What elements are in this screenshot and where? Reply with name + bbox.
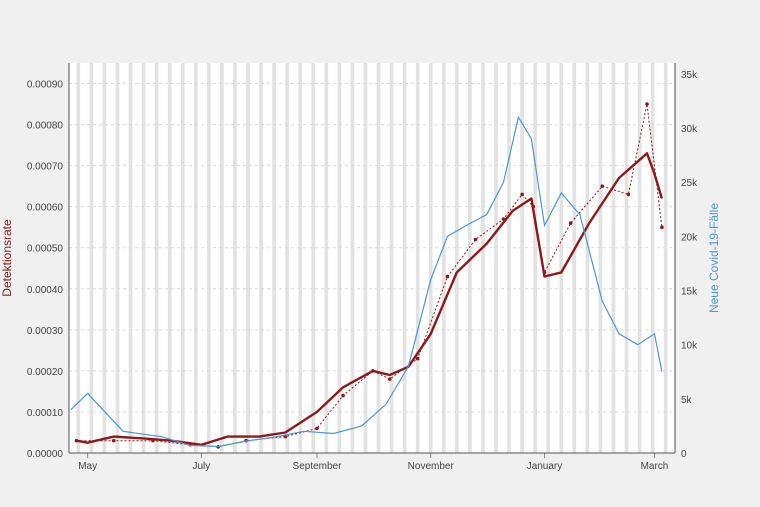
detection-rate-point [341,393,345,398]
weekend-band [637,63,642,453]
weekend-band [585,63,590,453]
y-left-tick-label: 0.00070 [27,162,64,173]
weekend-band [76,63,81,453]
weekend-band [102,63,107,453]
weekend-band [167,63,172,453]
y-right-tick-label: 15k [681,287,698,298]
weekend-band [311,63,316,453]
weekend-band [389,63,394,453]
detection-rate-point [473,237,478,242]
weekend-band [115,63,120,453]
y-left-tick-label: 0.00080 [27,121,64,132]
weekend-band [206,63,211,453]
weekend-band [415,63,420,453]
y-left-tick-label: 0.00030 [27,326,64,337]
weekend-band [533,63,538,453]
y-right-tick-label: 10k [681,341,698,352]
detection-rate-point [111,438,116,443]
weekend-band [441,63,446,453]
weekend-band [454,63,459,453]
y-left-tick-label: 0.00060 [27,203,64,214]
x-tick-label: January [527,461,563,472]
weekend-band [611,63,616,453]
detection-rate-point [568,221,573,225]
detection-rate-point [645,102,649,106]
detection-rate-point [387,377,392,381]
y-left-tick-label: 0.00040 [27,285,64,296]
data-series [70,102,664,449]
weekend-band [481,63,485,453]
weekend-band [180,63,185,453]
weekend-band [363,63,368,453]
x-tick-label: July [192,461,210,472]
weekend-band [141,63,146,453]
weekend-band [128,63,133,453]
weekend-band [559,63,564,453]
weekend-band [428,63,433,453]
y-right-tick-label: 35k [681,70,698,81]
detection-rate-point [660,225,664,230]
x-tick-label: September [293,461,343,472]
weekend-band [468,63,472,453]
weekend-band [298,63,303,453]
detection-rate-point [445,274,450,279]
y-right-tick-label: 30k [681,124,698,135]
axes: 0.00000 0.00010 0.00020 0.00030 0.00040 0.000… [27,63,698,472]
y-right-axis-label: Neue Covid-19-Fälle [707,203,721,313]
y-right-tick-label: 5k [681,395,693,406]
y-left-tick-label: 0.00090 [27,80,64,91]
y-left-tick-label: 0.00010 [27,408,64,419]
weekend-band [624,63,629,453]
weekend-band [350,63,355,453]
plot-area [69,63,675,453]
weekend-band [233,63,237,453]
detection-rate-point [415,356,420,361]
y-right-tick-label: 25k [681,178,698,189]
new-cases-line [70,115,663,448]
weekend-band [507,63,511,453]
weekend-band [272,63,276,453]
weekend-band [154,63,159,453]
weekend-band [324,63,329,453]
x-tick-label: November [408,461,455,472]
weekend-band [337,63,342,453]
y-left-tick-label: 0.00020 [27,367,64,378]
weekend-band [246,63,250,453]
weekend-band [572,63,577,453]
weekend-band [193,63,198,453]
weekend-band [494,63,498,453]
weekend-band [402,63,407,453]
weekend-band [650,63,655,453]
weekend-band [259,63,263,453]
x-tick-label: March [641,461,669,472]
detection-rate-point [626,192,631,197]
weekend-band [89,63,94,453]
detection-rate-point [600,184,605,188]
weekend-shading [76,63,668,453]
detection-rate-point [315,426,319,431]
weekend-band [598,63,603,453]
weekend-band [520,63,524,453]
y-left-axis-label: Detektionsrate [0,219,14,297]
y-right-tick-label: 0 [681,449,687,460]
x-tick-label: May [78,461,97,472]
weekend-band [285,63,290,453]
weekend-band [220,63,224,453]
detection-rate-point [520,192,524,197]
weekend-band [376,63,381,453]
weekend-band [546,63,551,453]
weekend-band [663,63,668,453]
y-right-tick-label: 20k [681,232,698,243]
y-left-tick-label: 0.00000 [27,449,64,460]
y-left-tick-label: 0.00050 [27,244,64,255]
